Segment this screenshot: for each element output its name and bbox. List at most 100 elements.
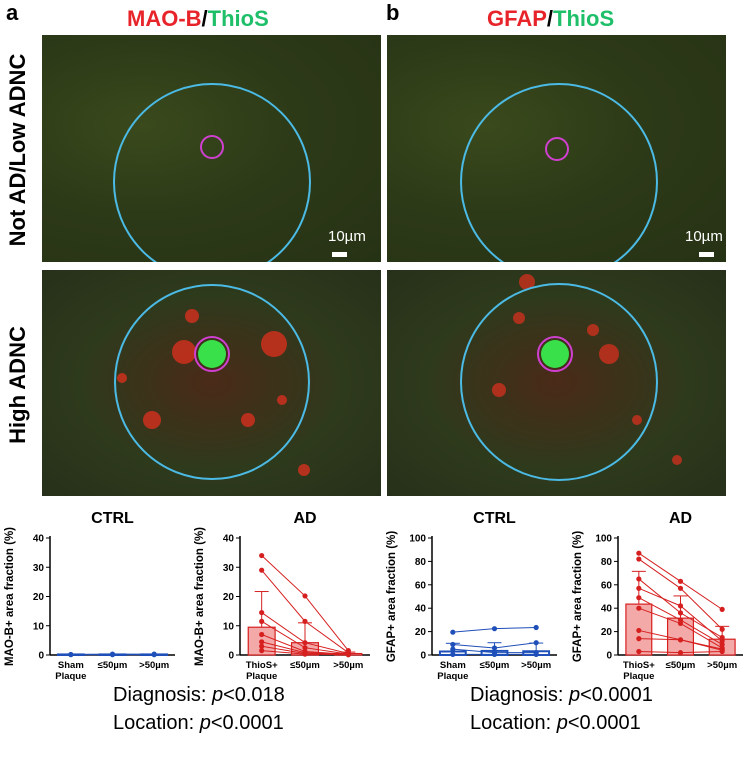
y-tick-label: 30	[33, 563, 45, 574]
stats-prefix: Diagnosis:	[470, 684, 569, 706]
chart-title: CTRL	[91, 510, 134, 527]
row-label-high-adnc: High ADNC	[5, 326, 30, 444]
micrograph-maob-low: 10µm	[42, 35, 381, 262]
stats-prefix: Diagnosis:	[113, 684, 212, 706]
data-point	[491, 651, 498, 658]
stats-prefix: Location:	[470, 712, 557, 734]
data-point	[345, 652, 351, 658]
data-point	[636, 550, 642, 556]
row-label-low-adnc: Not AD/Low ADNC	[5, 53, 30, 247]
data-point	[259, 639, 265, 645]
data-point	[259, 631, 265, 638]
data-point	[302, 645, 308, 651]
data-point	[109, 652, 116, 658]
data-point	[636, 627, 642, 634]
header-slash: /	[546, 6, 554, 31]
data-point	[68, 652, 74, 658]
plaque-ring-inner	[194, 336, 230, 372]
stats-prefix: Location:	[113, 712, 200, 734]
data-point	[259, 643, 265, 649]
y-axis-label: GFAP+ area fraction (%)	[572, 531, 584, 662]
x-tick-label: ≤50µm	[98, 660, 128, 671]
x-tick-label: ThioS+	[623, 660, 655, 671]
data-point	[636, 648, 642, 655]
data-point	[533, 651, 539, 658]
data-point	[302, 618, 308, 624]
analysis-ring-outer	[113, 83, 311, 262]
y-tick-label: 10	[223, 621, 235, 632]
stats-b-diagnosis: Diagnosis: p<0.0001	[470, 684, 653, 707]
chart-title: AD	[293, 510, 316, 527]
plaque-core	[198, 340, 226, 368]
mao-b-label: MAO-B	[127, 6, 202, 31]
data-point	[636, 605, 642, 611]
data-point	[636, 576, 642, 582]
data-point	[302, 640, 308, 646]
y-tick-label: 40	[415, 604, 427, 615]
data-point	[677, 620, 684, 627]
header-slash: /	[201, 6, 208, 31]
x-tick-label: Sham	[440, 660, 466, 671]
plaque-ring-inner	[537, 336, 573, 372]
x-tick-label: ≤50µm	[290, 660, 320, 671]
data-point	[151, 652, 157, 658]
x-tick-label: >50µm	[707, 660, 737, 671]
plaque-core	[541, 340, 569, 368]
data-point	[259, 648, 265, 654]
micrograph-gfap-low: 10µm	[387, 35, 726, 262]
chart-title: CTRL	[473, 510, 516, 527]
stats-a-location: Location: p<0.0001	[113, 712, 284, 735]
y-tick-label: 30	[223, 563, 235, 574]
x-tick-label: >50µm	[333, 660, 363, 671]
data-point	[259, 618, 265, 624]
panel-letter-b: b	[386, 0, 400, 25]
data-point	[677, 585, 684, 591]
chart-maob-ctrl: CTRL MAO-B+ area fraction (%) 0 10 20 30 40 Sha…	[4, 510, 175, 682]
plaque-ring-inner	[545, 137, 569, 161]
data-point	[450, 641, 456, 648]
data-point	[636, 595, 642, 601]
y-tick-label: 20	[415, 627, 427, 638]
y-tick-label: 40	[223, 534, 235, 545]
data-point	[636, 636, 642, 642]
stats-value: <0.0001	[567, 712, 641, 734]
y-tick-label: 100	[595, 534, 612, 545]
data-point	[259, 567, 265, 573]
y-axis-label: MAO-B+ area fraction (%)	[194, 527, 206, 666]
y-tick-label: 0	[38, 651, 44, 662]
data-point	[636, 585, 642, 591]
x-tick-label: ≤50µm	[480, 660, 510, 671]
analysis-ring-outer	[460, 283, 658, 481]
data-point	[450, 646, 456, 652]
scale-bar-label: 10µm	[685, 228, 723, 245]
data-point	[533, 640, 539, 646]
y-axis-label: MAO-B+ area fraction (%)	[4, 527, 16, 666]
y-tick-label: 40	[601, 604, 613, 615]
stats-b-location: Location: p<0.0001	[470, 712, 641, 735]
micrograph-maob-high	[42, 270, 381, 496]
scale-bar	[332, 252, 347, 257]
y-tick-label: 40	[33, 534, 45, 545]
analysis-ring-outer	[460, 83, 658, 262]
chart-gfap-ad: AD GFAP+ area fraction (%) 0 20 40 60 80 100 Thi…	[572, 510, 743, 682]
chart-title: AD	[669, 510, 692, 527]
data-point	[533, 624, 539, 631]
y-axis-label: GFAP+ area fraction (%)	[386, 531, 398, 662]
stats-p: p	[568, 684, 581, 706]
data-point	[677, 650, 684, 656]
y-tick-label: 0	[228, 651, 234, 662]
data-point	[719, 648, 725, 655]
y-tick-label: 80	[601, 557, 613, 568]
x-tick-label: Plaque	[55, 671, 86, 682]
data-point	[677, 610, 684, 616]
y-tick-label: 60	[415, 580, 427, 591]
panel-letter-a: a	[6, 0, 19, 25]
data-point	[259, 552, 265, 559]
stats-p: p	[199, 712, 211, 734]
analysis-ring-outer	[114, 284, 310, 480]
x-tick-label: Plaque	[246, 671, 277, 682]
y-tick-label: 0	[420, 651, 426, 662]
y-tick-label: 0	[606, 651, 612, 662]
x-tick-label: >50µm	[521, 660, 551, 671]
x-tick-label: Plaque	[623, 671, 654, 682]
